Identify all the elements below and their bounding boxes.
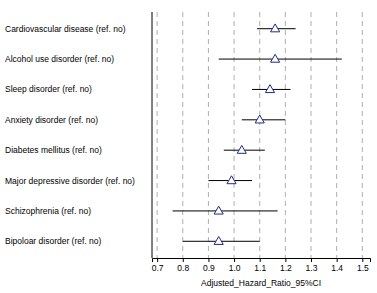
tick-label: 1.1: [254, 263, 266, 273]
tick-label: 0.8: [177, 263, 189, 273]
category-label: Bipoloar disorder (ref. no): [5, 236, 102, 246]
tick-mark: [208, 258, 209, 262]
point-estimate: [214, 206, 223, 214]
grid-line: [157, 12, 158, 258]
grid-line: [285, 12, 286, 258]
y-axis-line: [152, 12, 153, 258]
grid: [157, 12, 362, 258]
x-axis-title: Adjusted_Hazard_Ratio_95%CI: [201, 278, 321, 288]
tick-label: 1.4: [331, 263, 343, 273]
grid-line: [208, 12, 209, 258]
tick: 0.9: [203, 258, 215, 273]
point-estimate: [271, 54, 280, 62]
tick-mark: [157, 258, 158, 262]
tick-mark: [285, 258, 286, 262]
category-label: Anxiety disorder (ref. no): [5, 115, 98, 125]
grid-line: [311, 12, 312, 258]
point-estimate: [265, 85, 274, 93]
tick-mark: [362, 258, 363, 262]
tick: 1.3: [306, 258, 318, 273]
category-label: Schizophrenia (ref. no): [5, 206, 91, 216]
point-estimate: [237, 145, 246, 153]
tick: 0.7: [152, 258, 164, 273]
tick-mark: [260, 258, 261, 262]
category-labels: Cardiovascular disease (ref. no) Alcohol …: [5, 24, 135, 247]
plot: 0.7 0.8 0.9 1.0 1.1 1.2 1.3 1.4 1.5: [152, 12, 371, 273]
category-label: Sleep disorder (ref. no): [5, 84, 92, 94]
tick-label: 1.5: [357, 263, 369, 273]
tick: 1.2: [280, 258, 292, 273]
point-estimate: [271, 24, 280, 32]
tick: 1.4: [331, 258, 343, 273]
tick-label: 0.9: [203, 263, 215, 273]
tick-label: 1.3: [306, 263, 318, 273]
tick-mark: [234, 258, 235, 262]
grid-line: [259, 12, 260, 258]
grid-line: [182, 12, 183, 258]
x-axis: 0.7 0.8 0.9 1.0 1.1 1.2 1.3 1.4 1.5: [152, 258, 371, 273]
grid-line: [336, 12, 337, 258]
point-estimate: [227, 176, 236, 184]
category-label: Alcohol use disorder (ref. no): [5, 54, 114, 64]
point-estimate: [214, 237, 223, 245]
tick-mark: [337, 258, 338, 262]
grid-line: [362, 12, 363, 258]
tick: 1.5: [357, 258, 369, 273]
tick: 1.1: [254, 258, 266, 273]
marks: [173, 24, 342, 244]
confidence-interval: [242, 119, 286, 120]
point-estimate: [255, 115, 264, 123]
tick: 0.8: [177, 258, 189, 273]
tick: 1.0: [229, 258, 241, 273]
tick-mark: [183, 258, 184, 262]
tick-label: 0.7: [152, 263, 164, 273]
category-label: Major depressive disorder (ref. no): [5, 176, 135, 186]
grid-line: [234, 12, 235, 258]
category-label: Cardiovascular disease (ref. no): [5, 24, 126, 34]
tick-label: 1.2: [280, 263, 292, 273]
confidence-interval: [173, 210, 278, 211]
tick-mark: [311, 258, 312, 262]
x-axis-line: [153, 259, 371, 263]
tick-label: 1.0: [229, 263, 241, 273]
confidence-interval: [219, 59, 342, 60]
category-label: Diabetes mellitus (ref. no): [5, 145, 102, 155]
